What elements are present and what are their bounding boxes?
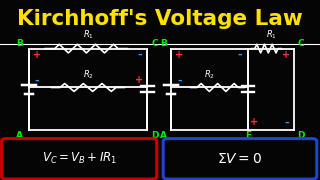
Text: $R_2$: $R_2$	[204, 69, 215, 81]
Text: -: -	[284, 117, 289, 127]
Text: $R_1$: $R_1$	[83, 29, 93, 41]
Text: A: A	[160, 131, 167, 140]
Text: +: +	[135, 75, 143, 85]
Text: -: -	[137, 50, 141, 60]
Text: +: +	[175, 50, 183, 60]
FancyBboxPatch shape	[2, 139, 157, 179]
Text: B: B	[160, 39, 167, 48]
Text: C: C	[152, 39, 158, 48]
Text: D: D	[297, 131, 305, 140]
Text: -: -	[177, 75, 181, 85]
Text: A: A	[16, 131, 23, 140]
Text: $V_C = V_B + IR_1$: $V_C = V_B + IR_1$	[42, 151, 117, 166]
FancyBboxPatch shape	[163, 139, 317, 179]
Text: D: D	[151, 131, 159, 140]
Text: E: E	[245, 131, 251, 140]
Text: -: -	[35, 75, 39, 85]
Text: B: B	[16, 39, 23, 48]
Text: $R_1$: $R_1$	[266, 29, 277, 41]
Text: $R_2$: $R_2$	[83, 69, 93, 81]
Text: +: +	[250, 117, 259, 127]
Text: +: +	[33, 50, 41, 60]
Text: C: C	[298, 39, 304, 48]
Text: +: +	[282, 50, 291, 60]
Text: -: -	[238, 50, 242, 60]
Text: Kirchhoff's Voltage Law: Kirchhoff's Voltage Law	[17, 9, 303, 29]
Text: $\Sigma V = 0$: $\Sigma V = 0$	[218, 152, 262, 166]
